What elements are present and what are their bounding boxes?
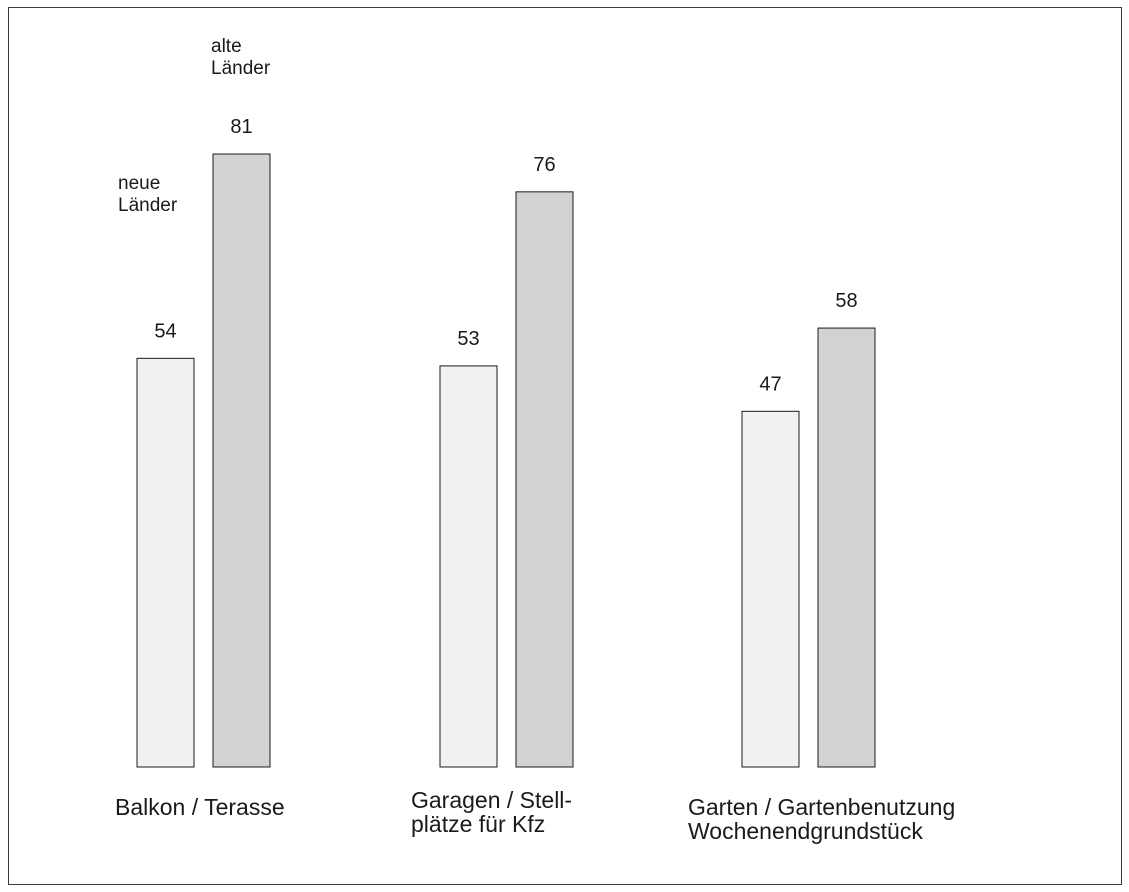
value-label-alte-1: 81 [230, 116, 252, 138]
value-label-neue-1: 54 [154, 320, 176, 342]
chart-frame [8, 7, 1122, 885]
category-label-3: Garten / Gartenbenutzung Wochenendgrundst… [688, 794, 955, 844]
series-label-neue: neue Länder [118, 173, 178, 216]
series-label-alte: alte Länder [211, 36, 271, 79]
bar-neue-2 [439, 365, 498, 768]
value-label-alte-2: 76 [533, 154, 555, 176]
category-label-2: Garagen / Stell-plätze für Kfz [411, 787, 572, 837]
bar-alte-2 [515, 191, 574, 768]
bar-alte-1 [212, 153, 271, 768]
value-label-alte-3: 58 [835, 290, 857, 312]
value-label-neue-2: 53 [457, 328, 479, 350]
bar-alte-3 [817, 327, 876, 768]
category-label-1: Balkon / Terasse [115, 794, 285, 820]
bar-neue-3 [741, 410, 800, 768]
value-label-neue-3: 47 [759, 373, 781, 395]
bar-neue-1 [136, 357, 195, 768]
